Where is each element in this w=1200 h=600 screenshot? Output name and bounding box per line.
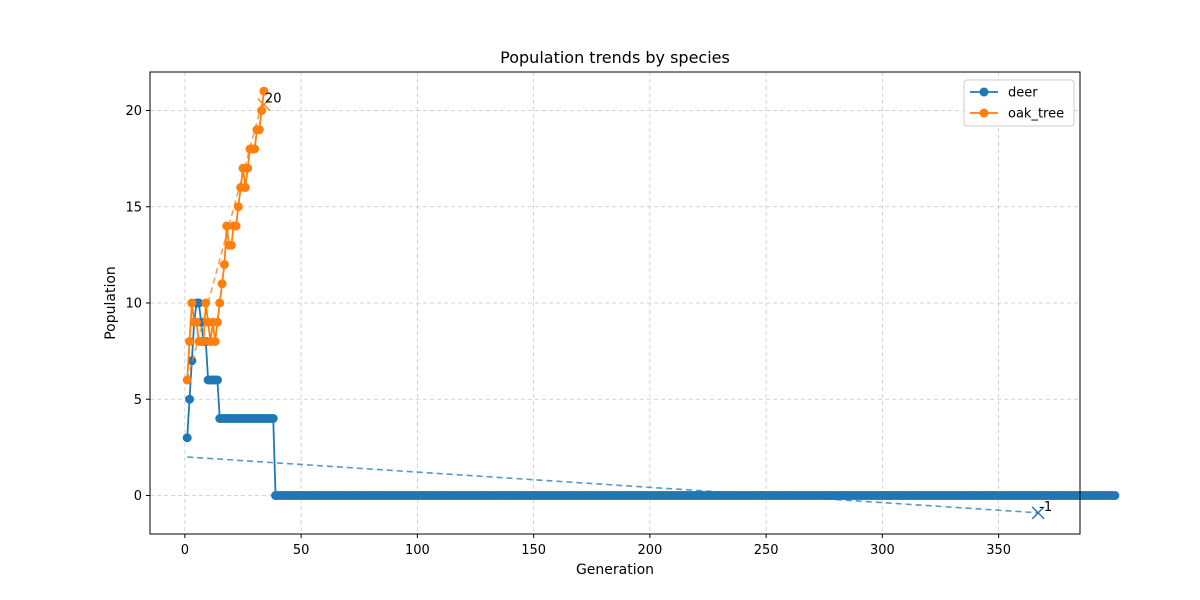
data-point-oak_tree xyxy=(185,337,195,346)
data-point-oak_tree xyxy=(198,337,208,346)
forecast-label-oak_tree: 20 xyxy=(265,92,282,107)
data-point-deer xyxy=(268,414,278,423)
data-point-deer xyxy=(185,394,195,404)
plot-area: -1 20 xyxy=(182,86,1120,520)
trend-line-oak_tree xyxy=(186,104,263,381)
data-point-deer xyxy=(1110,491,1120,500)
data-point-oak_tree xyxy=(217,279,227,289)
legend-label-oak_tree: oak_tree xyxy=(1008,107,1064,122)
y-tick-label: 20 xyxy=(125,104,142,119)
x-tick-label: 250 xyxy=(754,543,779,558)
data-point-deer xyxy=(182,433,192,443)
x-tick-label: 150 xyxy=(521,543,546,558)
chart-title: Population trends by species xyxy=(500,48,730,67)
data-point-deer xyxy=(187,356,197,366)
data-point-deer xyxy=(194,298,204,308)
data-point-oak_tree xyxy=(259,86,269,96)
y-axis-label: Population xyxy=(103,266,119,340)
legend-label-deer: deer xyxy=(1008,86,1038,101)
data-point-oak_tree xyxy=(250,144,260,154)
trend-line-deer xyxy=(187,456,1039,514)
axis-ticks: 0 50 100 150 200 250 300 350 0 5 10 15 20 xyxy=(125,104,1011,558)
series-deer: -1 xyxy=(182,298,1120,520)
forecast-label-deer: -1 xyxy=(1039,500,1052,515)
data-point-oak_tree xyxy=(210,337,220,346)
data-point-oak_tree xyxy=(212,317,222,327)
y-tick-label: 0 xyxy=(134,489,142,504)
data-point-oak_tree xyxy=(240,183,250,192)
data-point-oak_tree xyxy=(215,298,225,308)
x-tick-label: 300 xyxy=(870,543,895,558)
data-point-oak_tree xyxy=(254,125,264,135)
y-tick-label: 10 xyxy=(125,297,142,312)
forecast-marker-deer xyxy=(1031,506,1045,520)
x-tick-label: 50 xyxy=(293,543,310,558)
data-point-deer xyxy=(212,375,222,385)
series-oak_tree: 20 xyxy=(182,86,282,385)
x-tick-label: 200 xyxy=(637,543,662,558)
legend-marker-deer xyxy=(979,87,989,97)
y-tick-label: 15 xyxy=(125,200,142,215)
x-tick-label: 0 xyxy=(181,543,189,558)
x-axis-label: Generation xyxy=(576,562,654,578)
y-tick-label: 5 xyxy=(134,393,142,408)
data-point-oak_tree xyxy=(187,298,197,308)
data-point-oak_tree xyxy=(233,202,243,212)
data-point-oak_tree xyxy=(226,240,236,250)
legend: deer oak_tree xyxy=(963,79,1075,127)
data-point-oak_tree xyxy=(192,317,201,327)
legend-marker-oak_tree xyxy=(979,108,989,118)
data-point-oak_tree xyxy=(257,106,267,115)
forecast-marker-oak_tree xyxy=(257,98,271,112)
x-tick-label: 350 xyxy=(986,543,1011,558)
data-point-oak_tree xyxy=(219,260,229,269)
x-tick-label: 100 xyxy=(405,543,430,558)
data-point-oak_tree xyxy=(231,221,241,231)
